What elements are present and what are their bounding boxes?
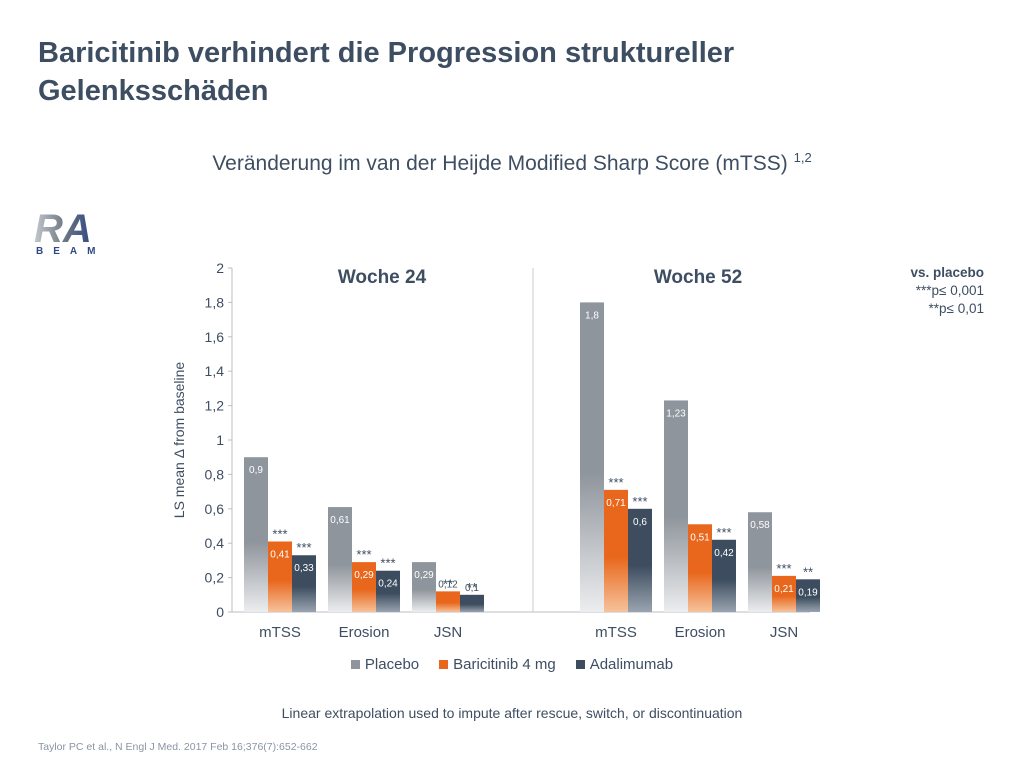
bar-value-label: 0,21	[774, 584, 794, 595]
significance-line: **p≤ 0,01	[928, 301, 984, 316]
legend-swatch-adalimumab	[575, 660, 585, 669]
bar-value-label: 0,41	[270, 549, 290, 560]
subtitle-reference: 1,2	[793, 150, 812, 165]
panel-title: Woche 24	[338, 267, 427, 288]
significance-marker: ***	[632, 494, 647, 509]
legend-item-baricitinib: Baricitinib 4 mg	[439, 656, 556, 673]
category-label: Erosion	[675, 624, 726, 641]
y-tick-label: 1,4	[205, 363, 225, 379]
y-tick-label: 0,6	[205, 501, 225, 517]
bar-value-label: 0,58	[750, 520, 770, 531]
significance-marker: ***	[776, 561, 791, 576]
bar	[796, 579, 820, 612]
bar-value-label: 0,19	[798, 587, 818, 598]
bar-value-label: 1,23	[666, 408, 686, 419]
bar-value-label: 0,1	[465, 583, 479, 594]
panel-title: Woche 52	[654, 267, 742, 288]
significance-marker: ***	[356, 547, 371, 562]
y-tick-label: 1,6	[205, 329, 225, 345]
bar-chart: 0 0,2 0,4 0,6 0,8 1 1,2 1,4 1,6 1,8 2 LS mean Δ fro…	[171, 260, 820, 641]
bar	[628, 508, 652, 612]
bar-value-label: 0,61	[330, 515, 350, 526]
significance-line: ***p≤ 0,001	[915, 283, 984, 298]
category-label: mTSS	[595, 624, 637, 641]
imputation-footnote: Linear extrapolation used to impute afte…	[281, 705, 743, 721]
significance-heading: vs. placebo	[910, 265, 984, 280]
significance-marker: ***	[716, 525, 731, 540]
y-tick-label: 0,2	[205, 570, 225, 586]
legend-label: Baricitinib 4 mg	[453, 656, 556, 673]
bar	[712, 539, 736, 612]
bar-value-label: 0,51	[690, 532, 710, 543]
bar-value-label: 0,24	[378, 579, 398, 590]
bar-value-label: 0,42	[714, 548, 734, 559]
bar	[436, 591, 460, 612]
y-tick-label: 0	[216, 604, 224, 620]
chart-subtitle: Veränderung im van der Heijde Modified S…	[0, 150, 1024, 176]
ra-beam-logo: RA	[34, 207, 92, 251]
bar	[580, 302, 604, 612]
bar-value-label: 0,71	[606, 498, 626, 509]
legend-label: Placebo	[364, 656, 420, 673]
legend-swatch-baricitinib	[439, 660, 449, 669]
significance-marker: ***	[272, 526, 287, 541]
bar-value-label: 1,8	[585, 310, 599, 321]
bar-value-label: 0,29	[414, 570, 434, 581]
y-tick-label: 0,4	[205, 535, 225, 551]
bar-value-label: 0,29	[354, 570, 374, 581]
significance-marker: **	[467, 580, 477, 595]
significance-marker: ***	[380, 556, 395, 571]
legend-swatch-placebo	[350, 660, 360, 669]
slide-title: Baricitinib verhindert die Progression s…	[38, 37, 735, 107]
bar	[292, 555, 316, 612]
category-label: JSN	[770, 624, 798, 641]
bar-value-label: 0,6	[633, 517, 647, 528]
legend-label: Adalimumab	[589, 656, 674, 673]
category-label: mTSS	[259, 624, 301, 641]
y-tick-label: 1,2	[205, 398, 225, 414]
subtitle-text: Veränderung im van der Heijde Modified S…	[212, 152, 788, 175]
bar	[772, 575, 796, 612]
significance-marker: ***	[296, 540, 311, 555]
bar-value-label: 0,33	[294, 563, 314, 574]
bar	[748, 512, 772, 612]
citation-reference: Taylor PC et al., N Engl J Med. 2017 Feb…	[38, 741, 318, 753]
y-tick-label: 0,8	[205, 466, 225, 482]
bar	[376, 570, 400, 612]
significance-legend: vs. placebo ***p≤ 0,001 **p≤ 0,01	[910, 264, 984, 318]
y-tick-label: 2	[216, 260, 224, 276]
legend-item-adalimumab: Adalimumab	[575, 656, 674, 673]
logo-beam-text: BEAM	[36, 246, 106, 257]
logo-letters: RA	[34, 207, 92, 251]
y-axis-title: LS mean Δ from baseline	[171, 362, 187, 519]
y-tick-label: 1,8	[205, 294, 225, 310]
bar-value-label: 0,9	[249, 465, 263, 476]
y-tick-label: 1	[216, 432, 224, 448]
bar	[268, 541, 292, 612]
legend-item-placebo: Placebo	[350, 656, 420, 673]
bar	[328, 507, 352, 612]
bar	[460, 594, 484, 612]
significance-marker: ***	[608, 475, 623, 490]
bar-value-label: 0,12	[438, 579, 458, 590]
bar	[352, 562, 376, 612]
bar	[688, 524, 712, 612]
significance-marker: **	[803, 564, 813, 579]
bar	[664, 400, 688, 612]
significance-marker: **	[443, 576, 453, 591]
category-label: JSN	[434, 624, 462, 641]
bar	[412, 562, 436, 612]
bar	[244, 457, 268, 612]
category-label: Erosion	[339, 624, 390, 641]
chart-legend: Placebo Baricitinib 4 mg Adalimumab	[0, 656, 1024, 673]
bar	[604, 489, 628, 612]
